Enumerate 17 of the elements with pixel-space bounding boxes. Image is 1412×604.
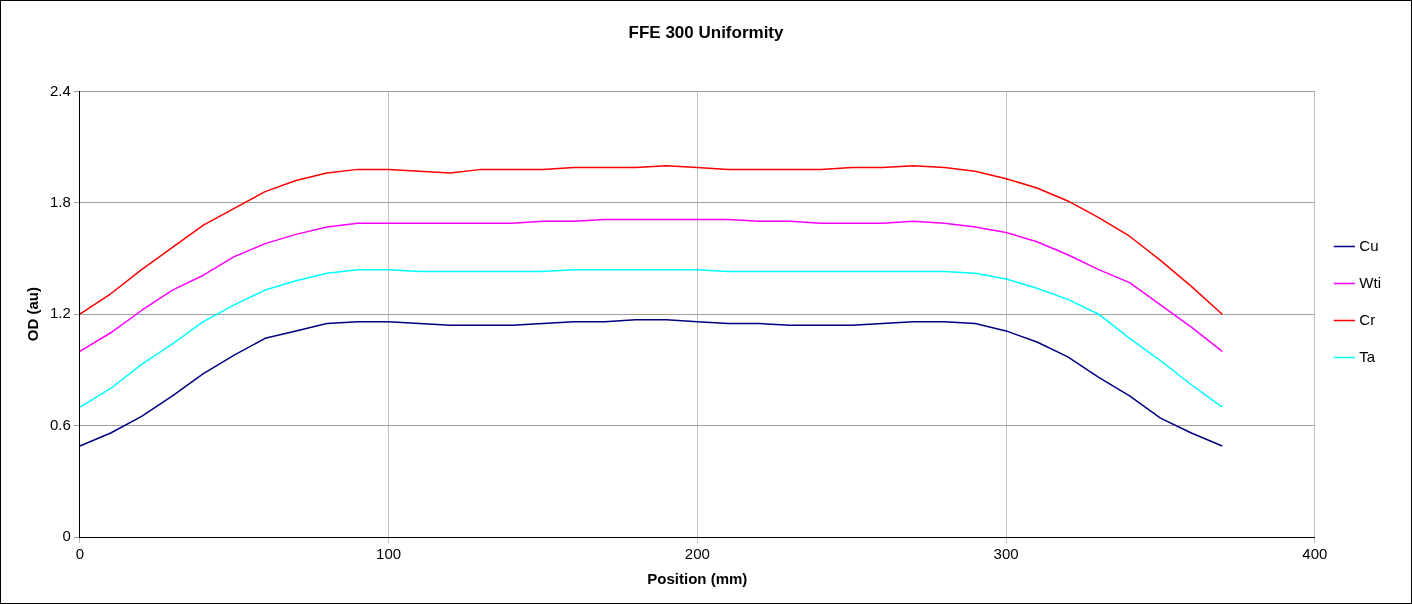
legend-label: Cu	[1359, 236, 1379, 254]
x-tick-label: 300	[993, 545, 1019, 563]
y-tick-label: 2.4	[49, 81, 71, 99]
y-tick-label: 0.6	[49, 415, 71, 433]
y-tick-label: 1.2	[49, 304, 71, 322]
x-tick-label: 200	[684, 545, 710, 563]
y-axis-title: OD (au)	[24, 287, 42, 342]
chart-title: FFE 300 Uniformity	[628, 22, 784, 42]
legend-label: Cr	[1359, 310, 1376, 328]
legend-label: Wti	[1359, 273, 1382, 291]
y-tick-label: 1.8	[49, 192, 71, 210]
x-tick-label: 400	[1302, 545, 1328, 563]
x-axis-title: Position (mm)	[647, 570, 748, 588]
legend-label: Ta	[1359, 347, 1376, 365]
x-tick-label: 100	[376, 545, 402, 563]
x-tick-label: 0	[75, 545, 85, 563]
y-tick-label: 0	[62, 527, 71, 545]
